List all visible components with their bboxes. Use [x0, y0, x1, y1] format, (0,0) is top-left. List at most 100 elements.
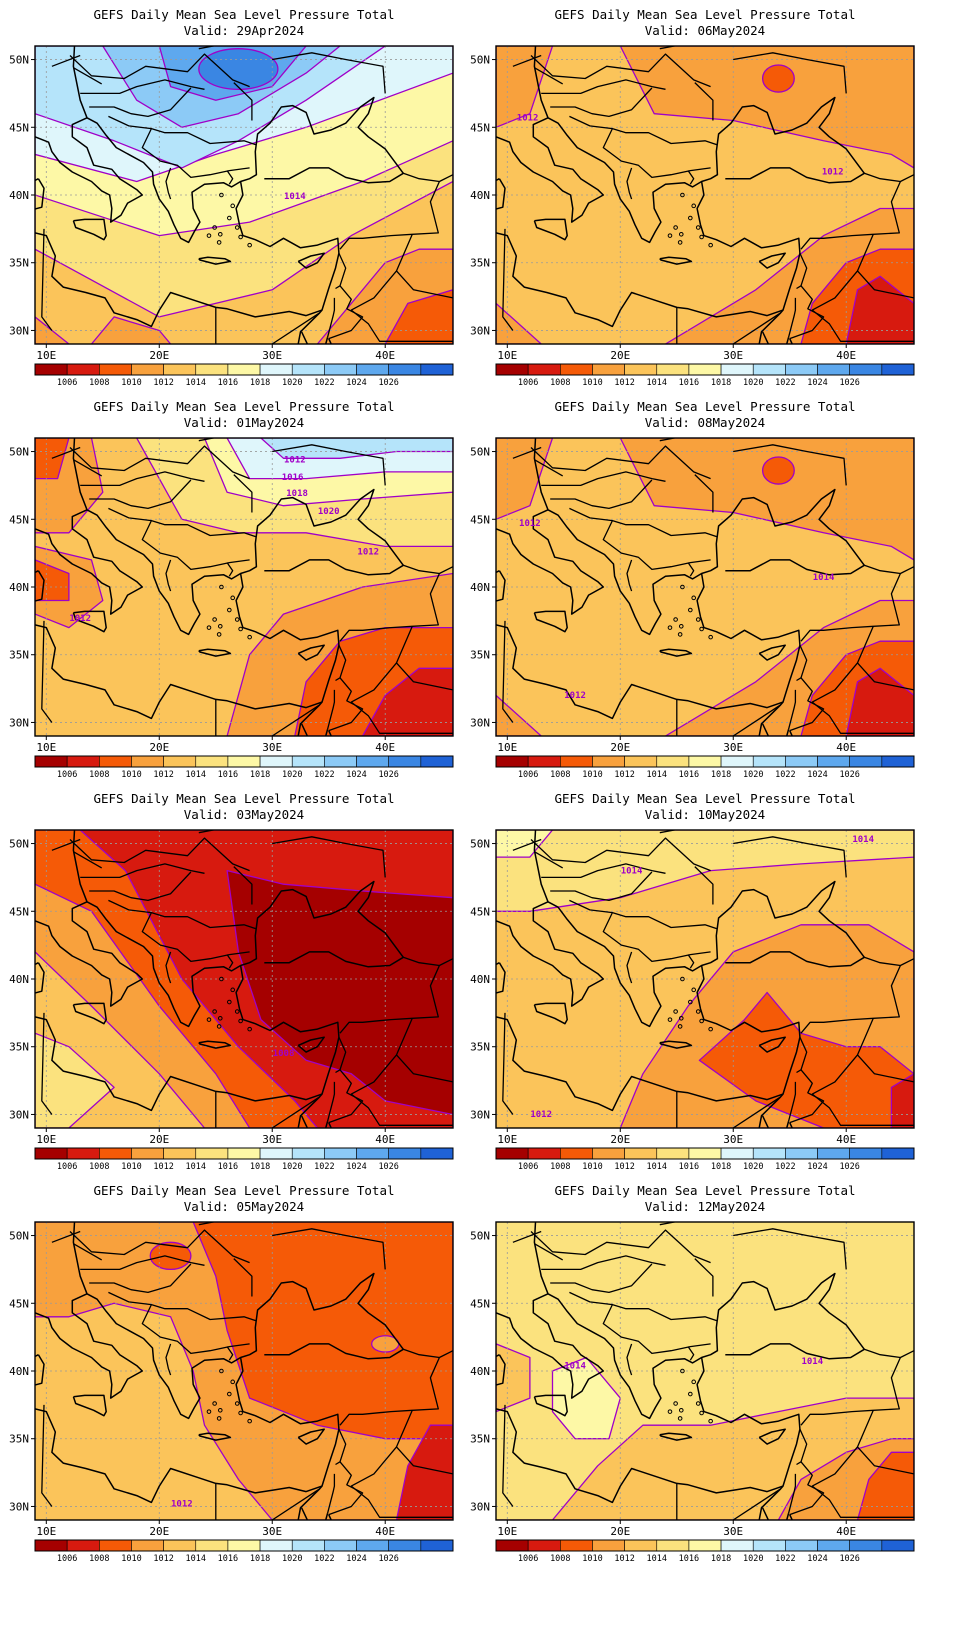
country-border — [502, 620, 514, 723]
colorbar-label: 1014 — [186, 378, 206, 388]
country-border — [569, 1291, 718, 1322]
country-border — [69, 445, 250, 480]
colorbar-label: 1010 — [121, 1554, 141, 1564]
lat-label: 50N — [470, 1230, 490, 1243]
lat-label: 45N — [9, 513, 29, 526]
coastline — [72, 438, 405, 636]
country-border — [271, 1488, 321, 1520]
map-valid-date: Valid: 08May2024 — [645, 415, 765, 430]
lat-label: 45N — [9, 905, 29, 918]
country-border — [51, 1230, 81, 1243]
colorbar-label: 1026 — [378, 1554, 398, 1564]
country-border — [694, 1258, 714, 1297]
colorbar-label: 1008 — [89, 1554, 109, 1564]
country-border — [80, 1255, 205, 1271]
lat-label: 50N — [470, 838, 490, 851]
island — [212, 617, 217, 622]
colorbar-swatch — [163, 363, 197, 376]
coastline — [297, 1093, 323, 1128]
country-border — [165, 167, 172, 200]
pressure-region-1026 — [198, 48, 279, 90]
contour-label: 1012 — [564, 691, 586, 701]
island — [238, 626, 243, 632]
colorbar-label: 1006 — [518, 1554, 538, 1564]
country-border — [335, 1036, 347, 1074]
country-border — [626, 1343, 633, 1376]
colorbar-label: 1018 — [250, 1554, 270, 1564]
island — [688, 999, 693, 1005]
country-border — [502, 1012, 514, 1115]
coastline — [300, 331, 329, 344]
island — [219, 976, 224, 982]
colorbar-frame — [34, 755, 454, 768]
island — [238, 1410, 243, 1416]
colorbar-swatch — [388, 1147, 422, 1160]
country-border — [864, 564, 914, 575]
colorbar-label: 1016 — [218, 1162, 238, 1172]
country-border — [80, 471, 205, 487]
lat-label: 30N — [9, 324, 29, 337]
pressure-region-1006 — [845, 275, 914, 344]
colorbar-label: 1022 — [775, 1162, 795, 1172]
lat-label: 40N — [470, 189, 490, 202]
country-border — [512, 54, 542, 67]
colorbar-label: 1006 — [518, 770, 538, 780]
coastline — [300, 1507, 329, 1520]
coastline — [300, 1115, 329, 1128]
country-border — [796, 644, 808, 682]
colorbar-swatch — [881, 1147, 915, 1160]
coastline — [496, 178, 506, 210]
colorbar-label: 1010 — [121, 1162, 141, 1172]
colorbar-swatch — [99, 1147, 132, 1160]
colorbar-swatch — [131, 755, 164, 768]
country-border — [41, 228, 53, 331]
colorbar-swatch — [752, 1539, 786, 1552]
country-border — [800, 1357, 901, 1426]
lat-label: 50N — [470, 446, 490, 459]
contour-label: 1012 — [517, 114, 539, 124]
country-border — [51, 446, 81, 459]
colorbar-swatch — [560, 755, 593, 768]
colorbar-label: 1020 — [282, 378, 302, 388]
island — [691, 987, 697, 993]
colorbar-label: 1024 — [807, 1554, 827, 1564]
colorbar-frame — [34, 363, 454, 376]
island — [216, 240, 222, 245]
island — [699, 1018, 704, 1024]
island — [234, 1009, 240, 1014]
coastline — [533, 830, 866, 1028]
map-title: GEFS Daily Mean Sea Level Pressure Total — [554, 399, 855, 414]
coastline — [496, 509, 605, 615]
colorbar-label: 1024 — [807, 1162, 827, 1172]
colorbar-swatch — [560, 363, 593, 376]
map-panel-7: GEFS Daily Mean Sea Level Pressure Total… — [470, 1183, 915, 1564]
colorbar-label: 1012 — [153, 378, 173, 388]
lat-label: 30N — [9, 716, 29, 729]
country-border — [233, 474, 253, 513]
country-border — [41, 620, 53, 723]
country-border — [602, 912, 711, 963]
colorbar-swatch — [849, 363, 883, 376]
colorbar-swatch — [34, 1539, 68, 1552]
colorbar-label: 1014 — [647, 1554, 667, 1564]
lon-label: 10E — [36, 1525, 56, 1538]
colorbar-swatch — [259, 363, 293, 376]
island — [708, 634, 713, 640]
island — [212, 1401, 217, 1406]
country-border — [326, 1473, 336, 1514]
island — [688, 1391, 693, 1397]
coastline — [198, 1040, 232, 1049]
coastline — [496, 570, 506, 602]
colorbar-label: 1026 — [839, 1162, 859, 1172]
colorbar-swatch — [34, 363, 68, 376]
colorbar-frame — [34, 1147, 454, 1160]
colorbar-label: 1020 — [282, 1162, 302, 1172]
lat-label: 45N — [470, 1297, 490, 1310]
colorbar-swatch — [849, 1539, 883, 1552]
island — [708, 242, 713, 248]
colorbar-label: 1008 — [550, 1554, 570, 1564]
colorbar-label: 1008 — [550, 770, 570, 780]
colorbar-swatch — [34, 1147, 68, 1160]
colorbar-label: 1006 — [57, 378, 77, 388]
country-border — [789, 1461, 825, 1516]
